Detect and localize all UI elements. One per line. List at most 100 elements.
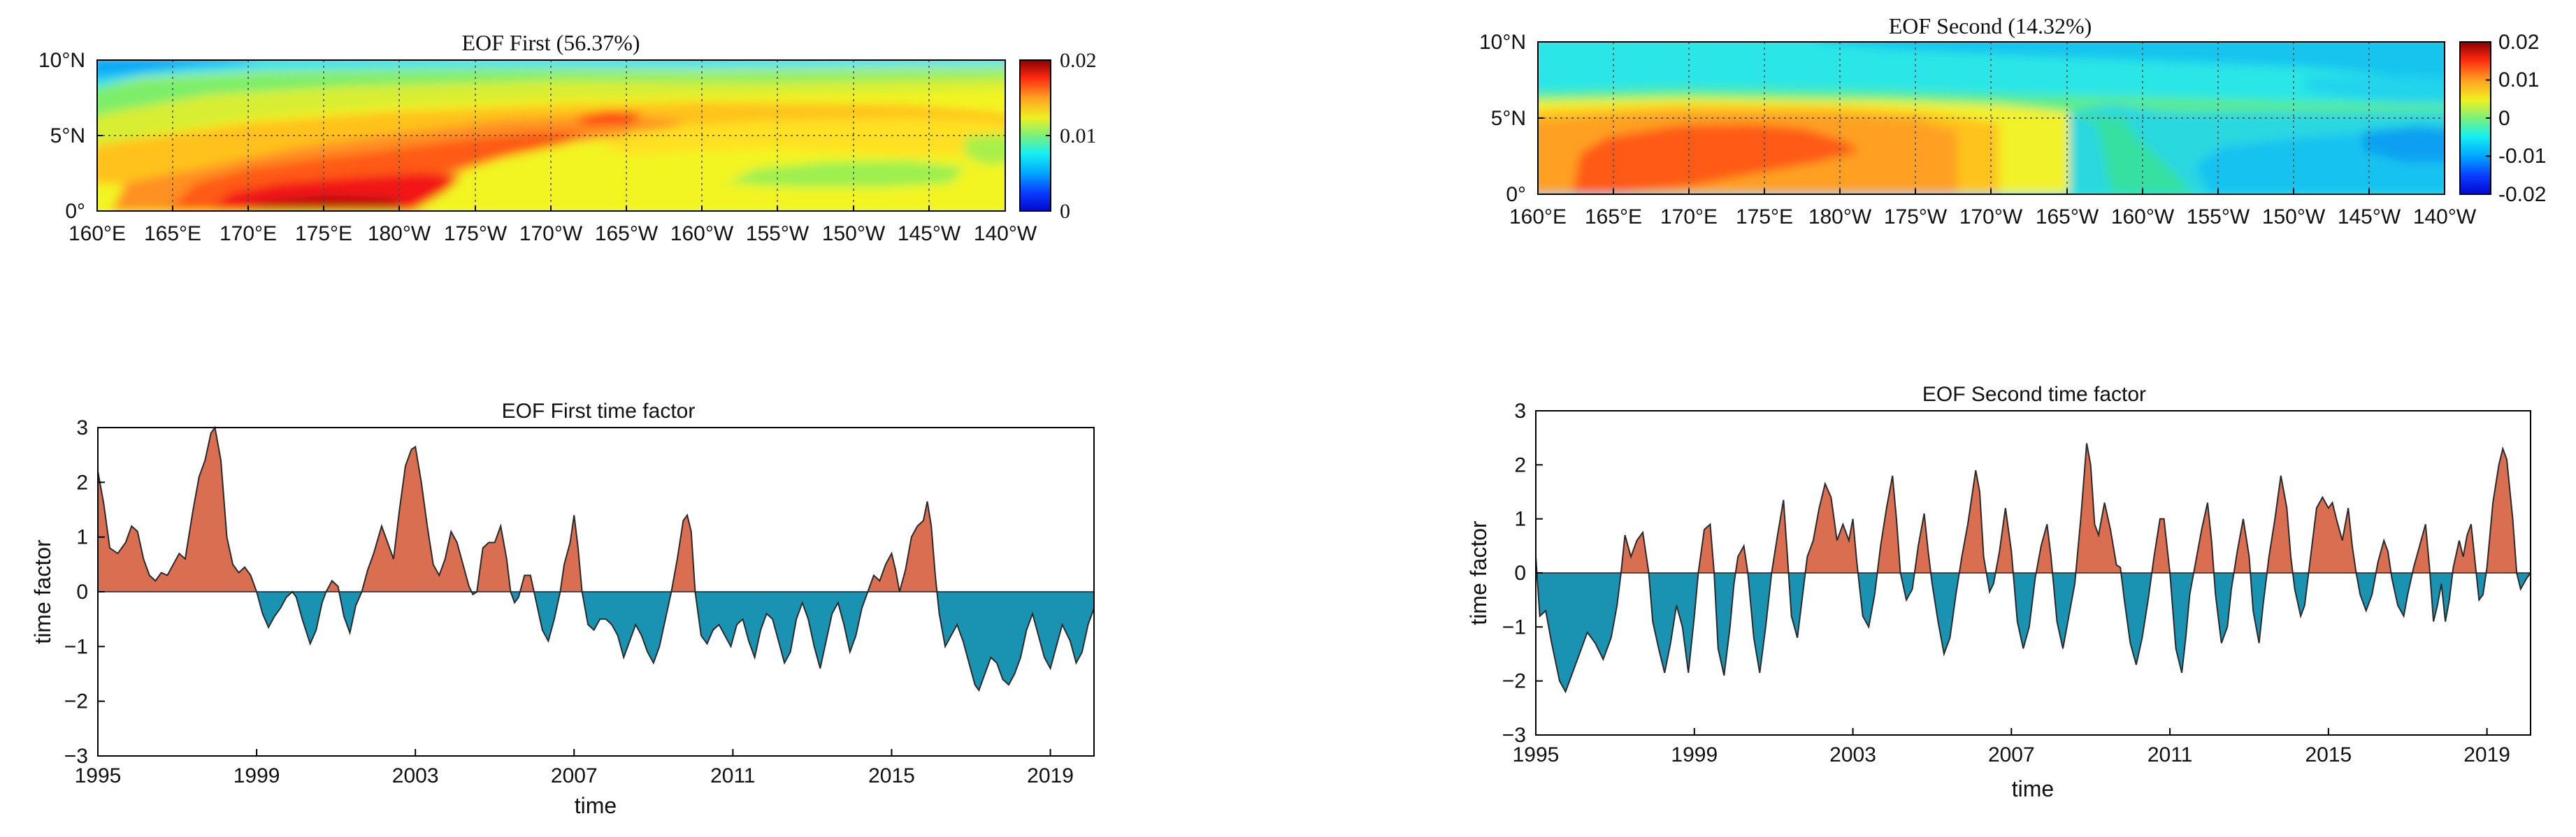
colorbar-tick-label: 0.02 [1060,49,1097,72]
y-tick-label: 0° [65,200,85,223]
ts1-xlabel: time [575,793,617,818]
y-tick-label: −3 [1502,724,1526,747]
x-tick-label: 165°E [144,222,201,245]
x-tick-label: 2003 [1829,743,1876,766]
x-tick-label: 155°W [746,222,810,245]
ts2-ylabel: time factor [1466,521,1491,625]
x-tick-label: 150°W [2262,205,2326,228]
x-tick-label: 155°W [2187,205,2250,228]
ts2-plot-area [1535,443,2531,694]
x-tick-label: 2003 [392,764,439,787]
y-tick-label: 0 [1514,562,1526,585]
ts1-axes: 1995 1999 2003 2007 2011 2015 2019 −3 −2 −1 0 1 2 3 [64,416,1074,787]
eof-second-gridlines [1538,42,2445,194]
negative-area [98,592,1094,690]
colorbar-tick-label: 0 [2498,107,2510,130]
ts1-ylabel: time factor [30,539,55,644]
ts1-plot-area [97,425,1095,692]
eof-second-contour-field [1538,42,2445,194]
x-tick-label: 160°E [1509,205,1567,228]
y-tick-label: 3 [1514,400,1526,423]
y-tick-label: −2 [1502,670,1526,693]
y-tick-label: 10°N [38,49,85,72]
y-tick-label: 1 [76,526,88,549]
eof-first-x-ticks: 160°E 165°E 170°E 175°E 180°W 175°W 170°… [69,205,1037,245]
positive-area [1536,443,2531,573]
x-tick-label: 170°W [519,222,583,245]
eof-first-time-factor-chart: EOF First time factor 1995 1999 2003 2007 20… [30,400,1095,818]
x-tick-label: 1995 [1513,743,1560,766]
ts2-title: EOF Second time factor [1922,383,2146,406]
x-tick-label: 2019 [1027,764,1074,787]
ts2-xlabel: time [2012,776,2054,801]
x-tick-label: 2011 [2147,743,2193,766]
y-tick-label: 3 [76,416,88,439]
colorbar-tick-label: 0.01 [1060,124,1097,147]
x-tick-label: 175°W [1884,205,1948,228]
eof-second-colorbar: 0.02 0.01 0 -0.01 -0.02 [2459,31,2546,206]
x-tick-label: 145°W [898,222,961,245]
eof-first-contour-field [97,60,1005,211]
x-tick-label: 2011 [710,764,756,787]
x-tick-label: 160°E [69,222,126,245]
x-tick-label: 1995 [75,764,122,787]
y-tick-label: 2 [76,471,88,494]
x-tick-label: 165°E [1585,205,1642,228]
x-tick-label: 150°W [822,222,886,245]
x-tick-label: 2019 [2463,743,2510,766]
x-tick-label: 145°W [2338,205,2401,228]
x-tick-label: 175°W [444,222,508,245]
y-tick-label: 5°N [50,124,85,147]
x-tick-label: 180°W [368,222,431,245]
x-tick-label: 170°W [1959,205,2023,228]
eof-first-gridlines [97,60,1005,211]
eof-first-map: EOF First (56.37%) [38,30,1097,245]
eof-first-map-title: EOF First (56.37%) [461,30,640,55]
eof-second-map-title: EOF Second (14.32%) [1889,13,2092,38]
x-tick-label: 2007 [1988,743,2035,766]
y-tick-label: 2 [1514,453,1526,476]
x-tick-label: 165°W [2036,205,2099,228]
colorbar-tick-label: -0.01 [2498,145,2546,168]
x-tick-label: 140°W [2413,205,2477,228]
x-tick-label: 165°W [595,222,659,245]
x-tick-label: 160°W [2111,205,2175,228]
eof-second-time-factor-chart: EOF Second time factor 1995 1999 2003 2007 2… [1466,383,2531,801]
x-tick-label: 2007 [551,764,598,787]
x-tick-label: 1999 [1671,743,1718,766]
series-line [1535,443,2531,694]
eof-second-map: EOF Second (14.32%) [1479,13,2546,228]
y-tick-label: −1 [1502,616,1526,639]
x-tick-label: 2015 [868,764,915,787]
y-tick-label: 1 [1514,508,1526,531]
y-tick-label: 0° [1506,183,1526,206]
series-line [97,425,1095,692]
x-tick-label: 1999 [233,764,280,787]
ts1-title: EOF First time factor [502,400,696,423]
x-tick-label: 175°E [295,222,352,245]
x-tick-label: 180°W [1808,205,1872,228]
x-tick-label: 170°E [1660,205,1718,228]
colorbar-tick-label: -0.02 [2498,183,2546,206]
y-tick-label: −3 [64,745,88,768]
x-tick-label: 170°E [220,222,277,245]
y-tick-label: −2 [64,690,88,713]
positive-area [98,428,1094,592]
y-tick-label: 10°N [1479,31,1526,54]
x-tick-label: 175°E [1736,205,1793,228]
eof-first-colorbar: 0.02 0.01 0 [1019,49,1097,223]
x-tick-label: 160°W [670,222,734,245]
ts2-axes: 1995 1999 2003 2007 2011 2015 2019 −3 −2 −1 0 1 2 3 [1502,400,2510,766]
eof-second-y-ticks: 0° 5°N 10°N [1479,31,1544,206]
y-tick-label: −1 [64,635,88,658]
colorbar-tick-label: 0.01 [2498,68,2539,92]
colorbar-tick-label: 0.02 [2498,31,2539,54]
y-tick-label: 0 [76,581,88,604]
eof-second-x-ticks: 160°E 165°E 170°E 175°E 180°W 175°W 170°… [1509,189,2477,228]
eof-first-y-ticks: 0° 5°N 10°N [38,49,103,223]
colorbar-tick-label: 0 [1060,200,1070,223]
x-tick-label: 140°W [974,222,1037,245]
y-tick-label: 5°N [1491,107,1526,130]
x-tick-label: 2015 [2305,743,2352,766]
